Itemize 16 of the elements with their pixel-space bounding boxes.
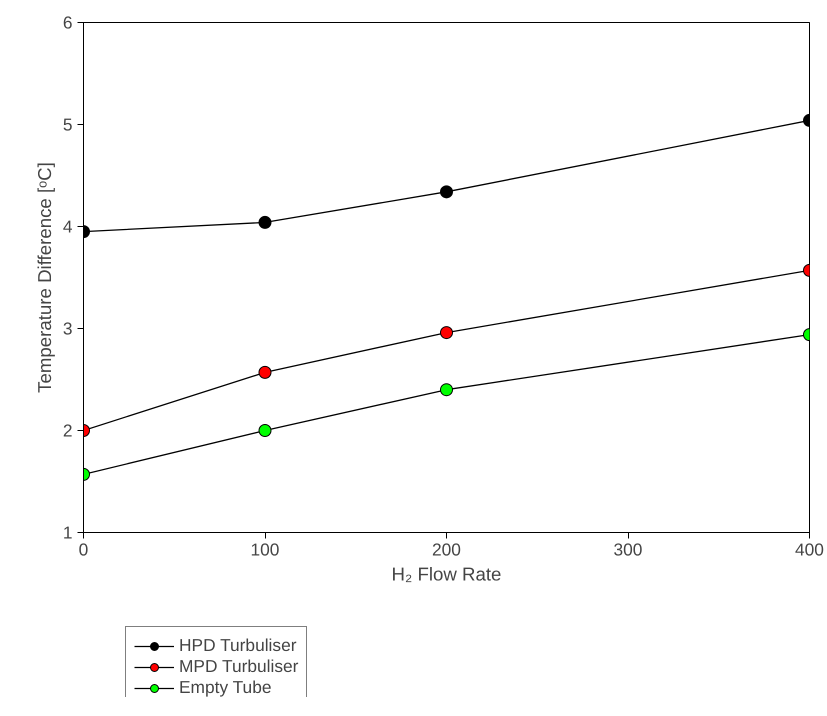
x-tick-label: 300 [614,540,642,560]
y-tick-label: 4 [62,216,73,236]
y-axis-title: Temperature Difference [ᵒC] [34,162,55,393]
y-tick-label: 1 [62,522,73,542]
y-tick-label: 3 [62,318,73,338]
x-tick-label: 100 [250,540,280,560]
x-tick-label: 400 [795,540,824,560]
legend-label: MPD Turbuliser [179,656,298,677]
x-axis-title: H₂ Flow Rate [392,564,502,584]
legend-label: Empty Tube [179,677,272,698]
x-tick-label: 200 [432,540,461,560]
y-tick-label: 2 [62,420,73,440]
y-tick-label: 6 [62,12,73,32]
x-tick-label: 0 [78,540,88,560]
y-tick-label: 5 [62,114,73,134]
legend-label: HPD Turbuliser [179,635,296,656]
